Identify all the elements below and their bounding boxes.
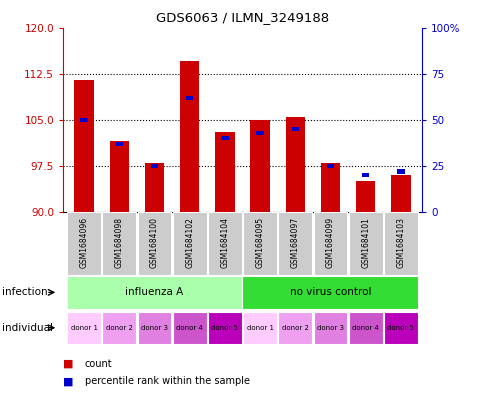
Text: GSM1684102: GSM1684102 [185,217,194,268]
Bar [383,212,417,275]
Bar [242,312,276,344]
Bar [256,130,263,135]
Bar [180,61,199,212]
Bar [67,312,101,344]
Text: GSM1684098: GSM1684098 [115,217,123,268]
Title: GDS6063 / ILMN_3249188: GDS6063 / ILMN_3249188 [156,11,328,24]
Bar [75,80,93,212]
Bar [278,212,312,275]
Bar [208,312,242,344]
Bar [291,127,298,131]
Bar [80,118,88,122]
Bar [285,117,304,212]
Bar [326,164,333,168]
Bar [355,182,375,212]
Text: GSM1684096: GSM1684096 [79,217,89,268]
Bar [250,120,269,212]
Bar [145,163,164,212]
Bar [66,276,242,309]
Bar [137,312,171,344]
Text: influenza A: influenza A [125,287,183,298]
Bar [151,164,158,168]
Text: GSM1684101: GSM1684101 [361,217,369,268]
Text: count: count [85,358,112,369]
Bar [172,212,206,275]
Bar [348,212,382,275]
Text: GSM1684100: GSM1684100 [150,217,159,268]
Text: donor 1: donor 1 [71,325,97,331]
Bar [348,312,382,344]
Bar [320,163,339,212]
Bar [102,212,136,275]
Text: ■: ■ [63,358,74,369]
Bar [313,212,347,275]
Bar [242,212,276,275]
Text: infection: infection [2,287,48,298]
Text: GSM1684097: GSM1684097 [290,217,299,268]
Text: donor 5: donor 5 [387,325,413,331]
Text: donor 4: donor 4 [351,325,378,331]
Bar [383,312,417,344]
Bar [67,212,101,275]
Bar [396,169,404,174]
Bar [172,312,206,344]
Bar [278,312,312,344]
Bar [137,212,171,275]
Bar [102,312,136,344]
Text: donor 2: donor 2 [281,325,308,331]
Bar [208,212,242,275]
Text: donor 3: donor 3 [141,325,167,331]
Text: GSM1684099: GSM1684099 [325,217,334,268]
Bar [391,175,409,212]
Text: donor 3: donor 3 [317,325,343,331]
Bar [109,141,129,212]
Bar [361,173,369,177]
Text: donor 1: donor 1 [246,325,273,331]
Text: donor 4: donor 4 [176,325,203,331]
Bar [115,142,123,146]
Text: donor 5: donor 5 [211,325,238,331]
Bar [221,136,228,140]
Text: individual: individual [2,323,53,333]
Text: no virus control: no virus control [289,287,370,298]
Text: donor 2: donor 2 [106,325,133,331]
Bar [313,312,347,344]
Text: percentile rank within the sample: percentile rank within the sample [85,376,249,386]
Text: GSM1684104: GSM1684104 [220,217,229,268]
Text: GSM1684095: GSM1684095 [255,217,264,268]
Bar [186,95,193,100]
Text: ■: ■ [63,376,74,386]
Bar [242,276,418,309]
Bar [215,132,234,212]
Text: GSM1684103: GSM1684103 [395,217,405,268]
